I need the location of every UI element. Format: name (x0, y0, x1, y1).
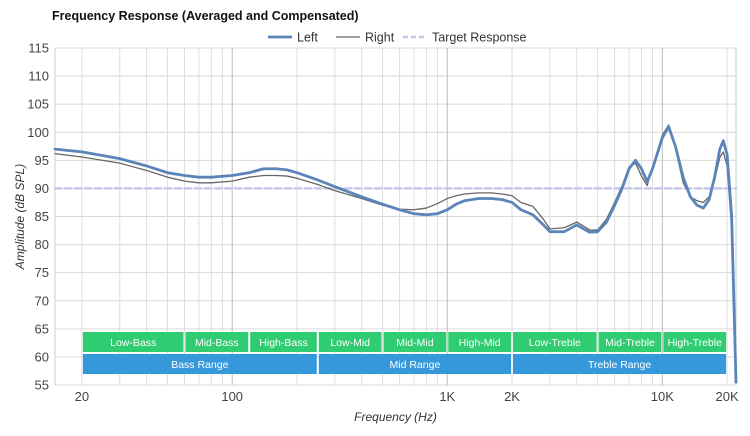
y-tick-label: 75 (35, 265, 49, 280)
sub-band-label: Low-Mid (330, 337, 370, 349)
x-axis-title: Frequency (Hz) (354, 410, 437, 424)
sub-band (250, 332, 317, 352)
x-tick-label: 100 (221, 389, 243, 404)
sub-band (185, 332, 249, 352)
sub-band-label: High-Treble (667, 337, 722, 349)
y-tick-label: 60 (35, 349, 49, 364)
left-series-line (53, 125, 738, 384)
y-tick-label: 80 (35, 237, 49, 252)
sub-band-label: Mid-Bass (195, 337, 239, 349)
y-tick-label: 90 (35, 181, 49, 196)
sub-band-label: Low-Treble (529, 337, 581, 349)
range-band (82, 354, 317, 374)
range-band (318, 354, 512, 374)
sub-band-label: Mid-Mid (396, 337, 433, 349)
x-tick-label: 20 (75, 389, 89, 404)
y-tick-label: 110 (28, 69, 49, 84)
y-tick-label: 85 (35, 209, 49, 224)
y-tick-label: 95 (35, 153, 49, 168)
range-band-label: Bass Range (171, 359, 228, 371)
chart-title: Frequency Response (Averaged and Compens… (52, 9, 359, 23)
right-series-line (54, 124, 737, 383)
y-tick-label: 100 (27, 125, 49, 140)
y-tick-label: 65 (35, 321, 49, 336)
range-band (513, 354, 727, 374)
x-tick-label: 20K (716, 389, 739, 404)
grid (54, 47, 737, 386)
frequency-bands: Low-Bass Mid-Bass High-Bass Low-Mid Mid-Mid H… (82, 332, 727, 374)
sub-band (82, 332, 184, 352)
y-tick-label: 105 (27, 97, 49, 112)
sub-band (663, 332, 727, 352)
sub-band (598, 332, 662, 352)
axes: 55 60 65 70 75 80 85 90 95 100 105 110 115 20 100 1K 2K 1… (13, 41, 739, 425)
sub-band-label: Mid-Treble (605, 337, 655, 349)
sub-band-label: Low-Bass (110, 337, 156, 349)
sub-band (513, 332, 597, 352)
sub-band (318, 332, 382, 352)
y-tick-label: 115 (28, 41, 49, 56)
sub-band-label: High-Mid (459, 337, 501, 349)
x-tick-label: 10K (651, 389, 674, 404)
legend-label-target-response: Target Response (432, 31, 527, 45)
legend-label-left: Left (297, 31, 318, 45)
x-tick-label: 2K (504, 389, 520, 404)
series-lines (53, 124, 738, 384)
x-tick-label: 1K (439, 389, 455, 404)
legend: Left Right Target Response (268, 31, 527, 45)
sub-band (383, 332, 447, 352)
range-band-label: Mid Range (390, 359, 441, 371)
y-tick-label: 70 (35, 293, 49, 308)
legend-label-right: Right (365, 31, 395, 45)
y-tick-label: 55 (35, 378, 49, 393)
sub-band-label: High-Bass (259, 337, 307, 349)
range-band-label: Treble Range (588, 359, 651, 371)
y-axis-title: Amplitude (dB SPL) (13, 164, 27, 270)
sub-band (448, 332, 512, 352)
